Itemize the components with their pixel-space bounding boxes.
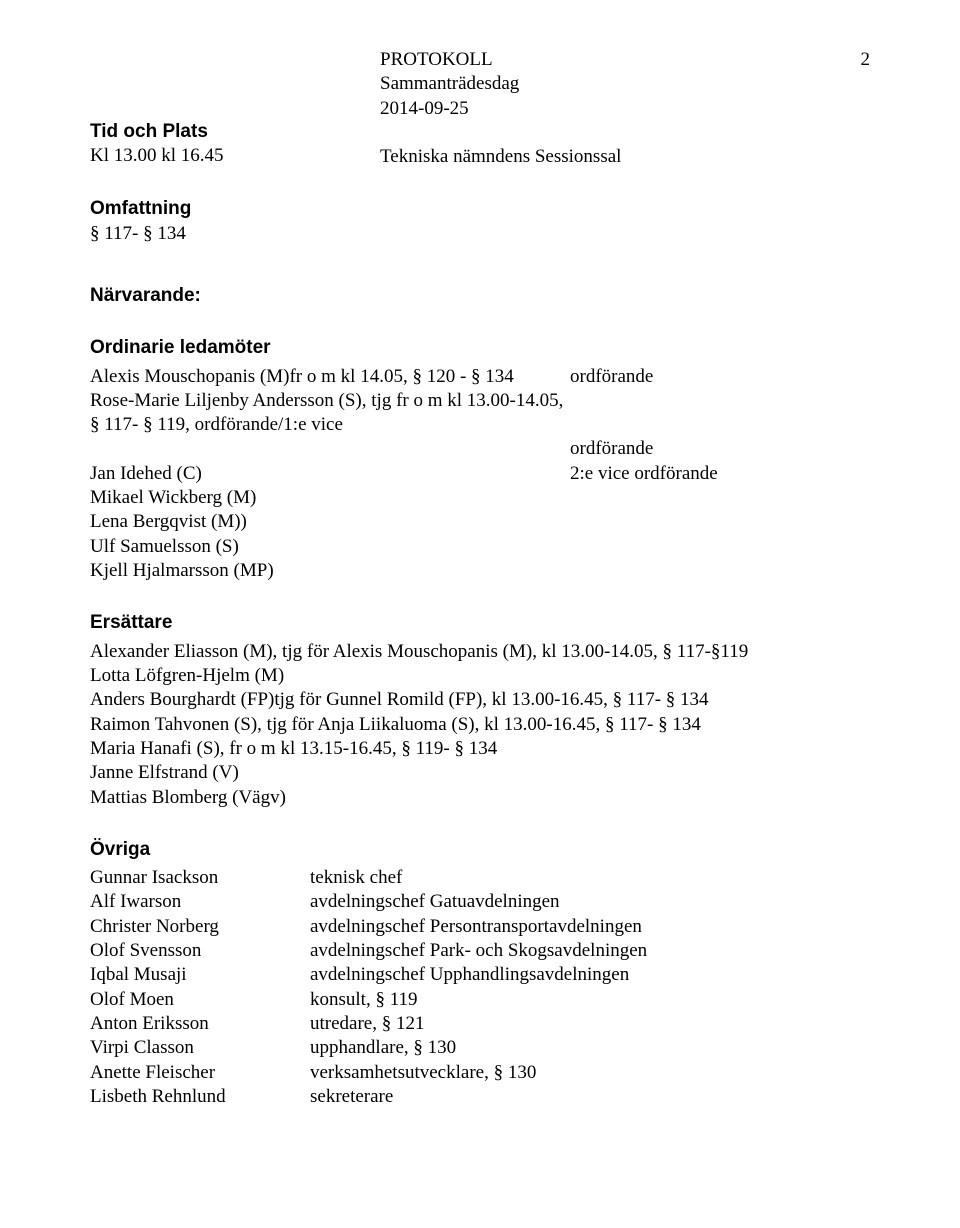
ersattare-line: Janne Elfstrand (V) [90, 761, 870, 785]
ordinarie-name: Lena Bergqvist (M)) [90, 510, 570, 534]
ordinarie-name: Kjell Hjalmarsson (MP) [90, 559, 570, 583]
ovriga-row: Anette Fleischerverksamhetsutvecklare, §… [90, 1061, 870, 1085]
ovriga-label: Övriga [90, 838, 870, 862]
ovriga-row: Virpi Classonupphandlare, § 130 [90, 1036, 870, 1060]
ordinarie-row: Kjell Hjalmarsson (MP) [90, 559, 870, 583]
ovriga-name: Anton Eriksson [90, 1012, 310, 1036]
ersattare-line: Raimon Tahvonen (S), tjg för Anja Liikal… [90, 713, 870, 737]
ersattare-line: Anders Bourghardt (FP)tjg för Gunnel Rom… [90, 688, 870, 712]
ovriga-name: Alf Iwarson [90, 890, 310, 914]
ersattare-line: Lotta Löfgren-Hjelm (M) [90, 664, 870, 688]
ovriga-role: utredare, § 121 [310, 1012, 870, 1036]
header-block: Tid och Plats Kl 13.00 kl 16.45 PROTOKOL… [90, 48, 870, 169]
sammantrade-label: Sammanträdesdag [380, 72, 810, 96]
ordinarie-name: Alexis Mouschopanis (M)fr o m kl 14.05, … [90, 365, 570, 389]
header-center: PROTOKOLL Sammanträdesdag 2014-09-25 Tek… [380, 48, 810, 169]
ovriga-name: Virpi Classon [90, 1036, 310, 1060]
ordinarie-row: Mikael Wickberg (M) [90, 486, 870, 510]
ovriga-row: Anton Erikssonutredare, § 121 [90, 1012, 870, 1036]
protokoll-label: PROTOKOLL [380, 48, 810, 72]
ovriga-role: avdelningschef Persontransportavdelninge… [310, 915, 870, 939]
ovriga-row: Lisbeth Rehnlundsekreterare [90, 1085, 870, 1109]
ovriga-row: Iqbal Musajiavdelningschef Upphandlingsa… [90, 963, 870, 987]
ordinarie-label: Ordinarie ledamöter [90, 336, 870, 360]
ovriga-role: avdelningschef Gatuavdelningen [310, 890, 870, 914]
ovriga-row: Olof Svenssonavdelningschef Park- och Sk… [90, 939, 870, 963]
ovriga-name: Olof Svensson [90, 939, 310, 963]
header-left: Tid och Plats Kl 13.00 kl 16.45 [90, 48, 380, 169]
ordinarie-role [570, 510, 870, 534]
ordinarie-row: Jan Idehed (C)2:e vice ordförande [90, 462, 870, 486]
omfattning-label: Omfattning [90, 197, 870, 221]
ordinarie-block: Ordinarie ledamöter Alexis Mouschopanis … [90, 336, 870, 583]
ovriga-role: avdelningschef Park- och Skogsavdelninge… [310, 939, 870, 963]
ovriga-name: Iqbal Musaji [90, 963, 310, 987]
ordinarie-name [90, 437, 570, 461]
ovriga-name: Christer Norberg [90, 915, 310, 939]
ovriga-row: Christer Norbergavdelningschef Persontra… [90, 915, 870, 939]
ordinarie-name: Jan Idehed (C) [90, 462, 570, 486]
date-value: 2014-09-25 [380, 97, 810, 121]
ordinarie-row: Rose-Marie Liljenby Andersson (S), tjg f… [90, 389, 870, 438]
tid-value: Kl 13.00 kl 16.45 [90, 144, 250, 168]
sessionssal-value: Tekniska nämndens Sessionssal [380, 145, 810, 169]
ordinarie-row: Lena Bergqvist (M)) [90, 510, 870, 534]
omfattning-range: § 117- § 134 [90, 222, 870, 246]
ovriga-row: Alf Iwarsonavdelningschef Gatuavdelninge… [90, 890, 870, 914]
ordinarie-name: Ulf Samuelsson (S) [90, 535, 570, 559]
ordinarie-role: 2:e vice ordförande [570, 462, 870, 486]
page-number: 2 [810, 48, 870, 72]
ersattare-block: Ersättare Alexander Eliasson (M), tjg fö… [90, 611, 870, 810]
ersattare-line: Maria Hanafi (S), fr o m kl 13.15-16.45,… [90, 737, 870, 761]
ordinarie-role [570, 389, 870, 438]
ordinarie-role: ordförande [570, 437, 870, 461]
ovriga-name: Gunnar Isackson [90, 866, 310, 890]
ovriga-role: sekreterare [310, 1085, 870, 1109]
tid-plats-label: Tid och Plats [90, 120, 380, 144]
ovriga-role: konsult, § 119 [310, 988, 870, 1012]
ordinarie-role [570, 559, 870, 583]
ordinarie-name: Rose-Marie Liljenby Andersson (S), tjg f… [90, 389, 570, 438]
omfattning-block: Omfattning § 117- § 134 [90, 197, 870, 246]
ordinarie-role [570, 535, 870, 559]
ovriga-row: Olof Moenkonsult, § 119 [90, 988, 870, 1012]
ersattare-line: Alexander Eliasson (M), tjg för Alexis M… [90, 640, 870, 664]
ordinarie-name: Mikael Wickberg (M) [90, 486, 570, 510]
ordinarie-row: ordförande [90, 437, 870, 461]
ovriga-name: Olof Moen [90, 988, 310, 1012]
ordinarie-row: Alexis Mouschopanis (M)fr o m kl 14.05, … [90, 365, 870, 389]
ovriga-row: Gunnar Isacksonteknisk chef [90, 866, 870, 890]
ovriga-role: upphandlare, § 130 [310, 1036, 870, 1060]
ovriga-role: avdelningschef Upphandlingsavdelningen [310, 963, 870, 987]
ovriga-name: Anette Fleischer [90, 1061, 310, 1085]
ersattare-label: Ersättare [90, 611, 870, 635]
ordinarie-role [570, 486, 870, 510]
ovriga-role: verksamhetsutvecklare, § 130 [310, 1061, 870, 1085]
narvarande-label: Närvarande: [90, 284, 870, 308]
ovriga-name: Lisbeth Rehnlund [90, 1085, 310, 1109]
ersattare-line: Mattias Blomberg (Vägv) [90, 786, 870, 810]
ovriga-block: Övriga Gunnar Isacksonteknisk chefAlf Iw… [90, 838, 870, 1109]
ovriga-role: teknisk chef [310, 866, 870, 890]
ordinarie-row: Ulf Samuelsson (S) [90, 535, 870, 559]
ordinarie-role: ordförande [570, 365, 870, 389]
